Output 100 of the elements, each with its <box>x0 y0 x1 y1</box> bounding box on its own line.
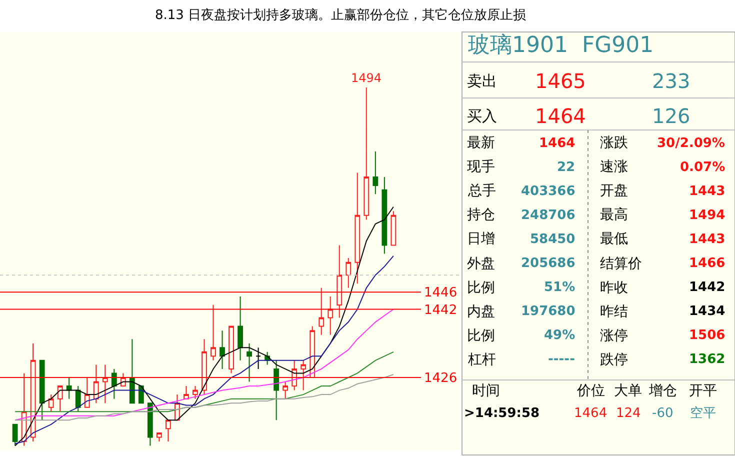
text: 1464 <box>535 104 586 128</box>
candlestick <box>156 432 162 442</box>
candlestick <box>111 368 117 400</box>
candlestick <box>354 172 360 284</box>
candlestick <box>336 244 342 318</box>
text: 大单 <box>614 383 642 399</box>
text: 22 <box>557 160 576 175</box>
text: 205686 <box>521 256 576 271</box>
text: 1443 <box>689 184 726 199</box>
text: 403366 <box>521 184 576 199</box>
candlestick <box>390 210 396 246</box>
line-series <box>14 255 394 444</box>
text: 涨停 <box>600 328 628 344</box>
text: 买入 <box>467 107 497 125</box>
candlestick <box>318 287 324 336</box>
text: 空平 <box>690 406 716 421</box>
candlestick <box>48 394 54 412</box>
text: 1443 <box>689 232 726 247</box>
text: 内盘 <box>467 304 495 320</box>
text: 现手 <box>467 159 495 175</box>
text: 51% <box>544 280 576 295</box>
candlestick <box>364 86 370 220</box>
text: >14:59:58 <box>464 406 540 421</box>
candlestick <box>256 347 262 370</box>
candlestick <box>12 424 18 446</box>
text: 1464 <box>539 136 576 151</box>
text: 价位 <box>576 383 605 399</box>
text: 昨收 <box>600 280 628 296</box>
text: 197680 <box>521 304 576 319</box>
text: 49% <box>544 328 576 343</box>
candlestick <box>246 342 252 382</box>
text: 1434 <box>689 304 726 319</box>
text: 卖出 <box>467 72 497 90</box>
candlestick <box>192 386 198 400</box>
text: 玻璃1901 FG901 <box>468 33 654 58</box>
candlestick <box>93 364 99 404</box>
candlestick <box>282 381 288 400</box>
text: 开平 <box>689 383 717 399</box>
candlestick <box>274 360 280 421</box>
text: 最低 <box>600 231 628 247</box>
y-tick-label: 1446 <box>424 286 458 301</box>
candlestick <box>75 386 81 412</box>
text: 1464 <box>574 406 608 421</box>
text: 1362 <box>689 352 726 367</box>
text: 日增 <box>467 231 495 247</box>
text: 124 <box>616 406 641 421</box>
text: 杠杆 <box>467 352 496 368</box>
text: 速涨 <box>600 159 628 175</box>
candlestick <box>102 364 108 404</box>
candlestick <box>66 376 72 400</box>
text: 最新 <box>467 135 495 151</box>
text: 1494 <box>689 208 726 223</box>
candlestick <box>184 386 189 400</box>
text: 1465 <box>535 69 586 93</box>
text: 跌停 <box>600 352 628 368</box>
text: 外盘 <box>467 256 495 272</box>
candlestick <box>300 360 306 391</box>
annotation: 1494 <box>351 71 382 85</box>
text: 涨跌 <box>600 135 628 151</box>
text: 233 <box>652 69 690 93</box>
text: 1466 <box>689 256 726 271</box>
candlestick <box>328 296 334 336</box>
candlestick <box>39 360 45 421</box>
text: 总手 <box>467 183 496 199</box>
candlestick <box>57 386 63 412</box>
text: 持仓 <box>467 207 495 223</box>
candlestick <box>310 326 316 378</box>
candlestick <box>202 338 207 396</box>
text: 1442 <box>689 280 726 295</box>
text: -60 <box>652 406 674 421</box>
candlestick <box>220 330 225 370</box>
candlestick <box>382 176 388 254</box>
text: 比例 <box>467 280 495 296</box>
text: 开盘 <box>600 183 628 199</box>
candlestick <box>30 342 36 442</box>
candlestick <box>372 150 378 195</box>
text: ----- <box>548 352 575 367</box>
text: 昨结 <box>600 304 628 320</box>
y-tick-label: 1442 <box>424 302 458 318</box>
line-series <box>14 374 394 421</box>
line-series <box>14 206 394 446</box>
text: 0.07% <box>680 160 726 175</box>
chart-title: 8.13 日夜盘按计划持多玻璃。止赢部份仓位，其它仓位放原止损 <box>155 7 526 23</box>
text: 248706 <box>521 208 576 223</box>
candlestick <box>210 304 216 361</box>
text: 30/2.09% <box>657 136 725 151</box>
text: 增仓 <box>648 383 677 399</box>
text: 比例 <box>467 328 495 344</box>
candlestick <box>228 326 234 374</box>
candlestick <box>129 338 135 404</box>
candlestick <box>147 402 153 446</box>
text: 时间 <box>472 383 500 399</box>
y-tick-label: 1426 <box>424 371 458 386</box>
candlestick <box>238 296 243 361</box>
line-series <box>14 308 394 421</box>
candlestick <box>84 376 90 408</box>
text: 58450 <box>530 232 576 247</box>
text: 1506 <box>689 328 726 343</box>
candlestick <box>166 420 171 442</box>
candlestick <box>346 258 352 288</box>
